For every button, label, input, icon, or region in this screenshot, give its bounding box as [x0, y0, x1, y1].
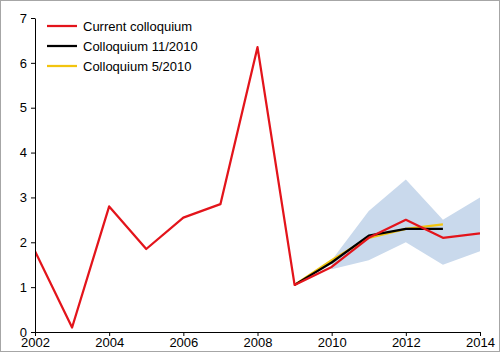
y-tick: 7	[20, 11, 35, 26]
series-line	[35, 47, 480, 327]
tick-label: 2014	[466, 335, 495, 350]
y-tick: 3	[20, 190, 35, 205]
x-tick: 2010	[318, 332, 347, 350]
x-tick: 2014	[466, 332, 495, 350]
tick-mark	[31, 18, 35, 19]
tick-label: 2012	[392, 335, 421, 350]
x-tick: 2004	[95, 332, 124, 350]
tick-label: 2008	[244, 335, 273, 350]
tick-mark	[31, 332, 35, 333]
chart: 200220042006200820102012201401234567Curr…	[0, 0, 500, 352]
axis-line	[35, 19, 36, 333]
tick-mark	[31, 153, 35, 154]
y-axis: 0 1 2 3 4 5 6 7	[20, 11, 36, 340]
tick-label: 2	[20, 235, 27, 250]
legend-label: Colloquium 5/2010	[83, 59, 191, 74]
legend-swatch	[47, 25, 77, 27]
y-tick: 2	[20, 235, 35, 250]
tick-label: 4	[20, 145, 27, 160]
tick-mark	[31, 108, 35, 109]
tick-label: 7	[20, 11, 27, 26]
legend-item: Current colloquium	[47, 19, 192, 34]
x-axis: 2002200420062008201020122014	[21, 332, 495, 350]
y-tick: 4	[20, 145, 35, 160]
legend-label: Colloquium 11/2010	[83, 39, 198, 54]
y-tick: 1	[20, 280, 35, 295]
series-line	[295, 224, 443, 285]
tick-label: 5	[20, 100, 27, 115]
x-tick: 2008	[244, 332, 273, 350]
legend: Current colloquium Colloquium 11/2010 Coll…	[47, 19, 198, 74]
legend-swatch	[47, 45, 77, 47]
x-tick: 2006	[169, 332, 198, 350]
band	[332, 179, 480, 269]
tick-mark	[31, 63, 35, 64]
chart-border	[1, 1, 500, 352]
legend-item: Colloquium 5/2010	[47, 59, 191, 74]
y-tick: 5	[20, 100, 35, 115]
plot-area	[35, 47, 480, 327]
tick-mark	[31, 197, 35, 198]
legend-label: Current colloquium	[83, 19, 192, 34]
y-tick: 6	[20, 56, 35, 71]
y-tick: 0	[20, 325, 35, 340]
tick-label: 3	[20, 190, 27, 205]
tick-mark	[31, 287, 35, 288]
tick-label: 0	[20, 325, 27, 340]
tick-label: 2006	[169, 335, 198, 350]
tick-label: 2004	[95, 335, 124, 350]
tick-mark	[31, 242, 35, 243]
legend-item: Colloquium 11/2010	[47, 39, 198, 54]
tick-label: 6	[20, 56, 27, 71]
tick-label: 2010	[318, 335, 347, 350]
tick-label: 1	[20, 280, 27, 295]
legend-swatch	[47, 65, 77, 67]
x-tick: 2012	[392, 332, 421, 350]
